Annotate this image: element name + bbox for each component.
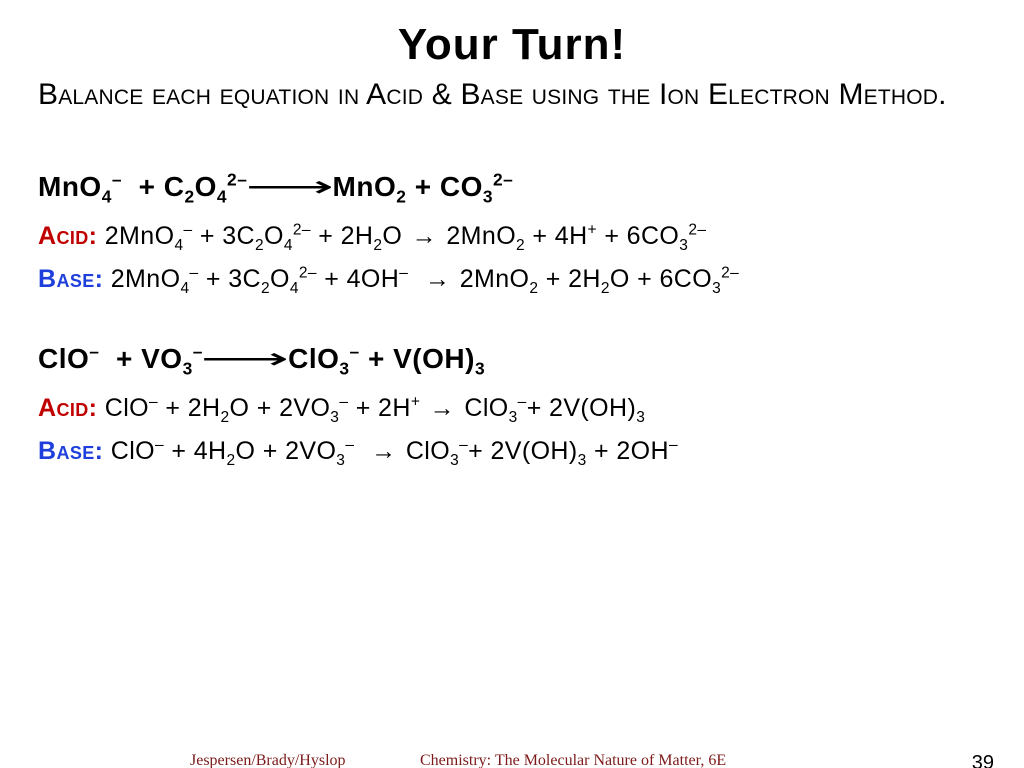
- base-solution: Base: 2MnO4– + 3C2O42– + 4OH– → 2MnO2 + …: [38, 265, 986, 294]
- footer-page-number: 39: [972, 752, 994, 768]
- slide: Your Turn! Balance each equation in Acid…: [0, 0, 1024, 768]
- base-equation: 2MnO4– + 3C2O42– + 4OH– → 2MnO2 + 2H2O +…: [111, 265, 739, 293]
- acid-equation: ClO– + 2H2O + 2VO3– + 2H+ → ClO3–+ 2V(OH…: [105, 394, 645, 422]
- slide-title: Your Turn!: [38, 20, 986, 70]
- instructions-text: Balance each equation in Acid & Base usi…: [38, 76, 986, 114]
- acid-solution: Acid: 2MnO4– + 3C2O42– + 2H2O → 2MnO2 + …: [38, 222, 986, 251]
- acid-label: Acid:: [38, 222, 97, 250]
- unbalanced-equation: ClO– + VO3– ⟶ ClO3– + V(OH)3: [38, 342, 986, 376]
- acid-equation: 2MnO4– + 3C2O42– + 2H2O → 2MnO2 + 4H+ + …: [105, 222, 707, 250]
- base-label: Base:: [38, 265, 103, 293]
- problem-2: ClO– + VO3– ⟶ ClO3– + V(OH)3 Acid: ClO– …: [38, 342, 986, 466]
- unbalanced-equation: MnO4– + C2O42– ⟶ MnO2 + CO32–: [38, 170, 986, 204]
- acid-solution: Acid: ClO– + 2H2O + 2VO3– + 2H+ → ClO3–+…: [38, 394, 986, 423]
- base-equation: ClO– + 4H2O + 2VO3– → ClO3–+ 2V(OH)3 + 2…: [111, 437, 678, 465]
- footer-authors: Jespersen/Brady/Hyslop: [190, 752, 346, 768]
- base-solution: Base: ClO– + 4H2O + 2VO3– → ClO3–+ 2V(OH…: [38, 437, 986, 466]
- acid-label: Acid:: [38, 394, 97, 422]
- footer-book: Chemistry: The Molecular Nature of Matte…: [420, 752, 726, 768]
- base-label: Base:: [38, 437, 103, 465]
- problem-1: MnO4– + C2O42– ⟶ MnO2 + CO32– Acid: 2MnO…: [38, 170, 986, 294]
